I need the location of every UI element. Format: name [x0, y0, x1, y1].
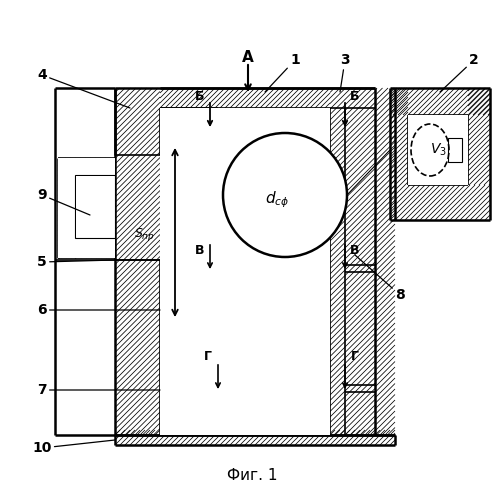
Bar [75, 175, 115, 238]
Bar [448, 138, 462, 162]
Text: 7: 7 [37, 383, 160, 397]
Text: Б: Б [350, 90, 360, 104]
Bar [58, 158, 115, 258]
Text: Г: Г [204, 350, 212, 364]
Text: 4: 4 [37, 68, 130, 108]
Text: В: В [195, 244, 205, 256]
Bar [80, 180, 110, 233]
Text: 8: 8 [355, 255, 405, 302]
Bar [221, 108, 235, 130]
Text: 2: 2 [440, 53, 479, 92]
Text: 6: 6 [37, 303, 160, 317]
Text: $S_{пр}$: $S_{пр}$ [134, 226, 155, 244]
Text: В: В [350, 244, 360, 256]
Text: 9: 9 [37, 188, 90, 215]
Text: 5: 5 [37, 255, 115, 269]
Bar [76, 176, 114, 237]
Text: Б: Б [195, 90, 205, 104]
Text: Г: Г [351, 350, 359, 364]
Text: 1: 1 [265, 53, 300, 92]
Bar [221, 130, 235, 435]
Bar [218, 130, 235, 435]
Text: $V_3$: $V_3$ [429, 142, 447, 158]
Bar [221, 321, 232, 378]
Bar [160, 108, 330, 435]
Text: А: А [242, 50, 254, 66]
Text: Фиг. 1: Фиг. 1 [227, 468, 277, 483]
Bar [218, 130, 330, 265]
Bar [218, 308, 235, 385]
Text: 3: 3 [340, 53, 350, 92]
Bar [408, 115, 468, 185]
Text: $d_{c\phi}$: $d_{c\phi}$ [265, 190, 289, 210]
Circle shape [223, 133, 347, 257]
Text: 10: 10 [32, 440, 115, 455]
